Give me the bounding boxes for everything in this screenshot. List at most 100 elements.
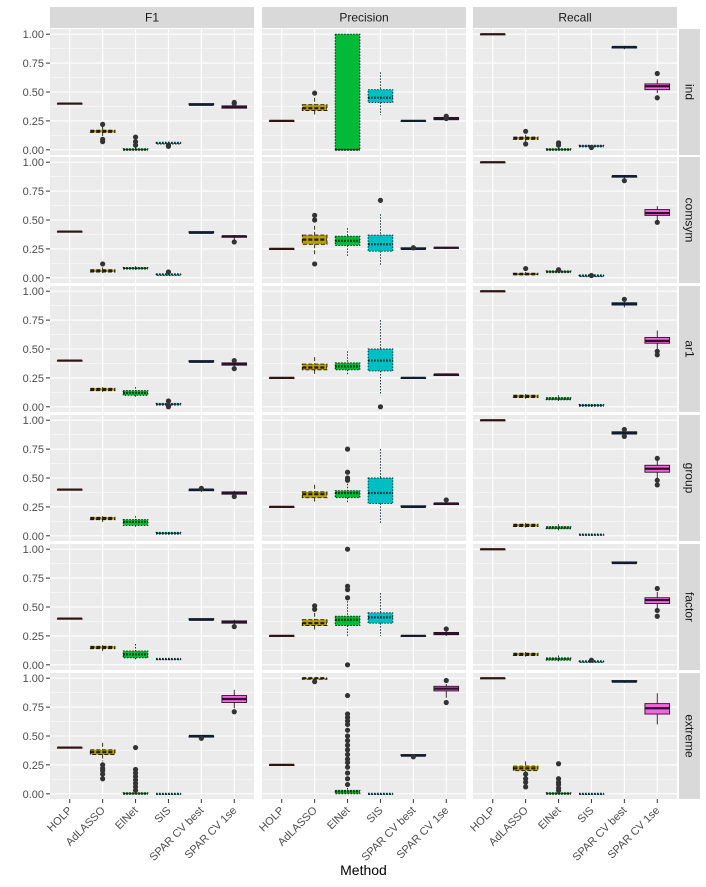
- box-elnet: [545, 761, 572, 795]
- strip-extreme: extreme: [679, 673, 700, 799]
- outlier-point: [344, 742, 351, 748]
- box-sis: [155, 269, 182, 276]
- outlier-point: [654, 348, 660, 354]
- panel-recall-comsym: [473, 157, 677, 283]
- outlier-point: [344, 546, 351, 552]
- strip-background: [679, 29, 700, 155]
- box-adlasso: [512, 761, 539, 790]
- box-elnet: [334, 228, 361, 257]
- box-sis: [155, 398, 182, 410]
- box-elnet: [122, 134, 149, 151]
- box-spar-cv-1se: [221, 99, 248, 109]
- box-sis: [155, 531, 182, 535]
- box-spar-cv-best: [611, 426, 638, 439]
- box-body: [367, 477, 394, 504]
- outlier-point: [621, 433, 627, 439]
- box-body: [367, 89, 394, 103]
- outlier-point: [344, 747, 351, 753]
- panel-f1-ar1: [50, 286, 254, 412]
- box-spar-cv-best: [188, 618, 215, 621]
- box-spar-cv-1se: [644, 70, 671, 101]
- x-tick-label: HOLP: [468, 805, 498, 835]
- box-spar-cv-1se: [221, 357, 248, 372]
- box-adlasso: [512, 128, 539, 147]
- outlier-point: [231, 99, 237, 106]
- box-elnet: [545, 140, 572, 151]
- y-tick-label: 0.75: [23, 573, 44, 585]
- y-tick-label: 0.75: [23, 186, 44, 198]
- outlier-point: [344, 764, 351, 770]
- y-tick-label: 0.00: [23, 145, 44, 157]
- strip-ind: ind: [679, 29, 700, 155]
- box-elnet: [334, 33, 361, 151]
- box-body: [367, 234, 394, 252]
- box-spar-cv-1se: [221, 490, 248, 500]
- outlier-point: [654, 219, 660, 225]
- strip-background: [679, 544, 700, 670]
- outlier-point: [231, 357, 237, 364]
- panel-f1-extreme: [50, 673, 254, 799]
- y-axis-factor: 0.00 0.25 0.50 0.75 1.00: [23, 544, 50, 672]
- box-elnet: [122, 516, 149, 528]
- box-adlasso: [89, 516, 116, 522]
- y-tick-label: 0.50: [23, 731, 44, 743]
- x-tick-label: ElNet: [113, 805, 141, 833]
- outlier-point: [654, 607, 660, 614]
- outlier-point: [344, 738, 351, 744]
- outlier-point: [621, 178, 627, 184]
- outlier-point: [654, 585, 660, 592]
- outlier-point: [555, 776, 562, 782]
- y-tick-label: 0.00: [23, 531, 44, 543]
- box-spar-cv-1se: [433, 113, 460, 122]
- box-sis: [367, 72, 394, 116]
- box-adlasso: [301, 603, 328, 631]
- box-holp: [56, 617, 83, 620]
- strip-f1: F1: [50, 7, 254, 28]
- box-adlasso: [301, 484, 328, 504]
- box-spar-cv-1se: [644, 693, 671, 725]
- y-tick-label: 0.75: [23, 444, 44, 456]
- outlier-point: [312, 261, 318, 267]
- box-spar-cv-best: [188, 360, 215, 363]
- outlier-point: [165, 269, 172, 275]
- outlier-point: [231, 709, 237, 715]
- panel-precision-ind: [262, 29, 466, 155]
- panel-precision-ar1: [262, 286, 466, 412]
- outlier-point: [410, 754, 416, 760]
- box-holp: [479, 548, 506, 551]
- box-sis: [578, 657, 605, 663]
- panel-recall-ind: [473, 29, 677, 155]
- outlier-point: [377, 197, 384, 203]
- box-holp: [268, 505, 295, 508]
- outlier-point: [410, 245, 416, 251]
- outlier-point: [344, 595, 351, 601]
- outlier-point: [555, 761, 562, 767]
- box-sis: [578, 144, 605, 151]
- box-spar-cv-1se: [433, 626, 460, 636]
- outlier-point: [654, 95, 660, 101]
- y-tick-label: 0.25: [23, 631, 44, 643]
- outlier-point: [231, 624, 237, 630]
- outlier-point: [344, 692, 351, 699]
- box-elnet: [334, 692, 361, 795]
- outlier-point: [165, 142, 172, 148]
- box-sis: [578, 533, 605, 536]
- panel-f1-comsym: [50, 157, 254, 283]
- outlier-point: [231, 366, 237, 372]
- outlier-point: [621, 426, 627, 433]
- box-sis: [367, 792, 394, 795]
- y-tick-label: 1.00: [23, 157, 44, 169]
- box-elnet: [334, 351, 361, 376]
- outlier-point: [344, 781, 351, 788]
- outlier-point: [312, 212, 318, 218]
- outlier-point: [654, 482, 660, 488]
- box-elnet: [122, 266, 149, 270]
- strip-ar1: ar1: [679, 286, 700, 412]
- y-tick-label: 0.25: [23, 502, 44, 514]
- box-elnet: [334, 446, 361, 504]
- strip-background: [679, 673, 700, 799]
- y-tick-label: 0.75: [23, 58, 44, 70]
- outlier-point: [588, 144, 595, 151]
